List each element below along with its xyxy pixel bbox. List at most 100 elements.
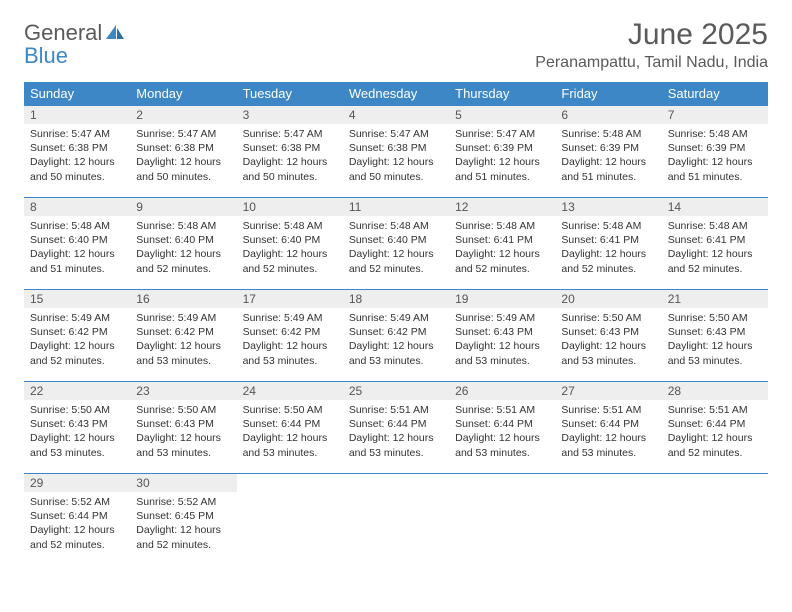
day-number: 22 bbox=[24, 382, 130, 400]
calendar-cell bbox=[449, 474, 555, 566]
day-number: 28 bbox=[662, 382, 768, 400]
day-number: 16 bbox=[130, 290, 236, 308]
day-number: 3 bbox=[237, 106, 343, 124]
calendar-row: 1Sunrise: 5:47 AMSunset: 6:38 PMDaylight… bbox=[24, 106, 768, 198]
weekday-header: Monday bbox=[130, 82, 236, 106]
location: Peranampattu, Tamil Nadu, India bbox=[535, 54, 768, 72]
header: General Blue June 2025 Peranampattu, Tam… bbox=[24, 18, 768, 72]
calendar-cell: 11Sunrise: 5:48 AMSunset: 6:40 PMDayligh… bbox=[343, 198, 449, 290]
day-number: 4 bbox=[343, 106, 449, 124]
page-title: June 2025 bbox=[535, 18, 768, 52]
logo-word-general: General bbox=[24, 20, 102, 45]
weekday-header: Tuesday bbox=[237, 82, 343, 106]
day-number: 8 bbox=[24, 198, 130, 216]
calendar-table: SundayMondayTuesdayWednesdayThursdayFrid… bbox=[24, 82, 768, 566]
day-body: Sunrise: 5:49 AMSunset: 6:42 PMDaylight:… bbox=[130, 308, 236, 372]
day-body: Sunrise: 5:49 AMSunset: 6:43 PMDaylight:… bbox=[449, 308, 555, 372]
calendar-cell: 19Sunrise: 5:49 AMSunset: 6:43 PMDayligh… bbox=[449, 290, 555, 382]
calendar-cell: 16Sunrise: 5:49 AMSunset: 6:42 PMDayligh… bbox=[130, 290, 236, 382]
calendar-cell: 21Sunrise: 5:50 AMSunset: 6:43 PMDayligh… bbox=[662, 290, 768, 382]
calendar-cell: 14Sunrise: 5:48 AMSunset: 6:41 PMDayligh… bbox=[662, 198, 768, 290]
day-body: Sunrise: 5:48 AMSunset: 6:39 PMDaylight:… bbox=[555, 124, 661, 188]
day-body: Sunrise: 5:52 AMSunset: 6:45 PMDaylight:… bbox=[130, 492, 236, 556]
calendar-cell bbox=[662, 474, 768, 566]
calendar-cell: 28Sunrise: 5:51 AMSunset: 6:44 PMDayligh… bbox=[662, 382, 768, 474]
calendar-body: 1Sunrise: 5:47 AMSunset: 6:38 PMDaylight… bbox=[24, 106, 768, 566]
day-body: Sunrise: 5:47 AMSunset: 6:38 PMDaylight:… bbox=[130, 124, 236, 188]
day-body: Sunrise: 5:50 AMSunset: 6:43 PMDaylight:… bbox=[555, 308, 661, 372]
logo-sail-icon bbox=[104, 23, 126, 45]
day-body: Sunrise: 5:48 AMSunset: 6:40 PMDaylight:… bbox=[24, 216, 130, 280]
day-body: Sunrise: 5:48 AMSunset: 6:41 PMDaylight:… bbox=[555, 216, 661, 280]
day-body: Sunrise: 5:48 AMSunset: 6:39 PMDaylight:… bbox=[662, 124, 768, 188]
calendar-cell: 27Sunrise: 5:51 AMSunset: 6:44 PMDayligh… bbox=[555, 382, 661, 474]
calendar-cell: 7Sunrise: 5:48 AMSunset: 6:39 PMDaylight… bbox=[662, 106, 768, 198]
day-number: 21 bbox=[662, 290, 768, 308]
day-number: 12 bbox=[449, 198, 555, 216]
day-body: Sunrise: 5:50 AMSunset: 6:43 PMDaylight:… bbox=[130, 400, 236, 464]
weekday-header: Wednesday bbox=[343, 82, 449, 106]
weekday-header: Saturday bbox=[662, 82, 768, 106]
calendar-cell: 6Sunrise: 5:48 AMSunset: 6:39 PMDaylight… bbox=[555, 106, 661, 198]
day-number: 19 bbox=[449, 290, 555, 308]
day-body: Sunrise: 5:51 AMSunset: 6:44 PMDaylight:… bbox=[449, 400, 555, 464]
day-body: Sunrise: 5:48 AMSunset: 6:40 PMDaylight:… bbox=[237, 216, 343, 280]
day-body: Sunrise: 5:48 AMSunset: 6:40 PMDaylight:… bbox=[343, 216, 449, 280]
day-number: 18 bbox=[343, 290, 449, 308]
day-body: Sunrise: 5:48 AMSunset: 6:41 PMDaylight:… bbox=[449, 216, 555, 280]
day-body: Sunrise: 5:49 AMSunset: 6:42 PMDaylight:… bbox=[24, 308, 130, 372]
logo-text: General Blue bbox=[24, 22, 126, 67]
day-number: 23 bbox=[130, 382, 236, 400]
calendar-row: 22Sunrise: 5:50 AMSunset: 6:43 PMDayligh… bbox=[24, 382, 768, 474]
calendar-cell: 23Sunrise: 5:50 AMSunset: 6:43 PMDayligh… bbox=[130, 382, 236, 474]
day-number: 9 bbox=[130, 198, 236, 216]
calendar-cell: 29Sunrise: 5:52 AMSunset: 6:44 PMDayligh… bbox=[24, 474, 130, 566]
day-body: Sunrise: 5:49 AMSunset: 6:42 PMDaylight:… bbox=[237, 308, 343, 372]
day-number: 26 bbox=[449, 382, 555, 400]
calendar-cell bbox=[343, 474, 449, 566]
day-number: 5 bbox=[449, 106, 555, 124]
day-number: 1 bbox=[24, 106, 130, 124]
title-block: June 2025 Peranampattu, Tamil Nadu, Indi… bbox=[535, 18, 768, 72]
day-number: 2 bbox=[130, 106, 236, 124]
day-number: 7 bbox=[662, 106, 768, 124]
day-number: 10 bbox=[237, 198, 343, 216]
day-number: 13 bbox=[555, 198, 661, 216]
day-body: Sunrise: 5:47 AMSunset: 6:38 PMDaylight:… bbox=[343, 124, 449, 188]
day-body: Sunrise: 5:50 AMSunset: 6:44 PMDaylight:… bbox=[237, 400, 343, 464]
day-number: 30 bbox=[130, 474, 236, 492]
day-body: Sunrise: 5:51 AMSunset: 6:44 PMDaylight:… bbox=[662, 400, 768, 464]
calendar-cell: 2Sunrise: 5:47 AMSunset: 6:38 PMDaylight… bbox=[130, 106, 236, 198]
calendar-cell: 17Sunrise: 5:49 AMSunset: 6:42 PMDayligh… bbox=[237, 290, 343, 382]
calendar-cell: 26Sunrise: 5:51 AMSunset: 6:44 PMDayligh… bbox=[449, 382, 555, 474]
calendar-cell: 20Sunrise: 5:50 AMSunset: 6:43 PMDayligh… bbox=[555, 290, 661, 382]
calendar-cell: 8Sunrise: 5:48 AMSunset: 6:40 PMDaylight… bbox=[24, 198, 130, 290]
day-body: Sunrise: 5:48 AMSunset: 6:40 PMDaylight:… bbox=[130, 216, 236, 280]
day-body: Sunrise: 5:50 AMSunset: 6:43 PMDaylight:… bbox=[662, 308, 768, 372]
day-number: 14 bbox=[662, 198, 768, 216]
day-body: Sunrise: 5:50 AMSunset: 6:43 PMDaylight:… bbox=[24, 400, 130, 464]
day-number: 27 bbox=[555, 382, 661, 400]
calendar-cell: 5Sunrise: 5:47 AMSunset: 6:39 PMDaylight… bbox=[449, 106, 555, 198]
calendar-cell: 3Sunrise: 5:47 AMSunset: 6:38 PMDaylight… bbox=[237, 106, 343, 198]
day-number: 6 bbox=[555, 106, 661, 124]
calendar-cell: 12Sunrise: 5:48 AMSunset: 6:41 PMDayligh… bbox=[449, 198, 555, 290]
day-body: Sunrise: 5:51 AMSunset: 6:44 PMDaylight:… bbox=[343, 400, 449, 464]
calendar-cell bbox=[237, 474, 343, 566]
day-number: 24 bbox=[237, 382, 343, 400]
calendar-cell: 25Sunrise: 5:51 AMSunset: 6:44 PMDayligh… bbox=[343, 382, 449, 474]
logo: General Blue bbox=[24, 18, 126, 67]
day-number: 20 bbox=[555, 290, 661, 308]
day-number: 25 bbox=[343, 382, 449, 400]
day-body: Sunrise: 5:52 AMSunset: 6:44 PMDaylight:… bbox=[24, 492, 130, 556]
calendar-cell: 22Sunrise: 5:50 AMSunset: 6:43 PMDayligh… bbox=[24, 382, 130, 474]
day-number: 11 bbox=[343, 198, 449, 216]
day-number: 29 bbox=[24, 474, 130, 492]
logo-word-blue: Blue bbox=[24, 43, 68, 68]
calendar-row: 15Sunrise: 5:49 AMSunset: 6:42 PMDayligh… bbox=[24, 290, 768, 382]
calendar-cell: 1Sunrise: 5:47 AMSunset: 6:38 PMDaylight… bbox=[24, 106, 130, 198]
calendar-cell: 24Sunrise: 5:50 AMSunset: 6:44 PMDayligh… bbox=[237, 382, 343, 474]
day-body: Sunrise: 5:47 AMSunset: 6:38 PMDaylight:… bbox=[237, 124, 343, 188]
calendar-cell: 18Sunrise: 5:49 AMSunset: 6:42 PMDayligh… bbox=[343, 290, 449, 382]
day-number: 15 bbox=[24, 290, 130, 308]
